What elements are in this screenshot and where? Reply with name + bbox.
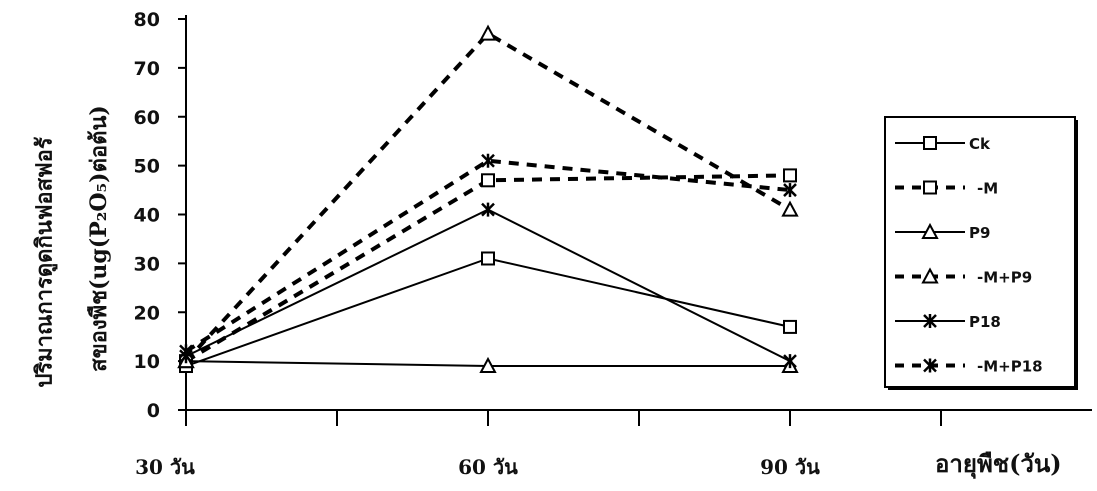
x-tick-label: 60 วัน	[458, 455, 518, 479]
legend-marker-M+P18	[923, 358, 937, 373]
y-axis-label-line-2: สของพืช(ug(P₂O₅)ต่อต้น)	[85, 104, 112, 372]
legend-marker-Ck	[923, 136, 937, 150]
data-point-M+P18	[179, 344, 193, 359]
legend: Ck -M P9 -M+P9 P18 -M+P18	[884, 116, 1078, 390]
data-point-M+P9	[479, 24, 497, 41]
data-point-P18	[783, 354, 797, 369]
y-tick-label: 50	[134, 156, 160, 178]
data-point-Ck	[783, 319, 797, 334]
data-point-P9	[479, 356, 497, 374]
x-tick-label: 90 วัน	[760, 455, 820, 479]
legend-label-M: -M	[977, 180, 998, 198]
legend-box	[884, 116, 1076, 388]
data-point-M	[481, 173, 495, 188]
series-lines	[184, 31, 792, 368]
legend-label-P18: P18	[969, 313, 1001, 331]
y-tick-label: 60	[134, 107, 160, 129]
data-point-M+P18	[481, 153, 495, 168]
legend-label-Ck: Ck	[969, 135, 991, 153]
series-line-P18	[185, 208, 791, 363]
series-line-M	[184, 173, 791, 363]
x-axis-label: อายุพืช(วัน)	[935, 449, 1062, 478]
y-tick-label: 30	[134, 253, 160, 275]
data-point-P18	[481, 202, 495, 217]
data-point-M	[783, 168, 797, 183]
data-point-M+P9	[781, 200, 799, 217]
legend-marker-M+P9	[921, 267, 939, 284]
legend-label-P9: P9	[969, 224, 990, 242]
y-tick-label: 20	[134, 302, 160, 324]
y-tick-label: 70	[134, 58, 160, 80]
series-line-M+P18	[184, 158, 791, 354]
y-tick-label: 0	[147, 400, 160, 422]
legend-marker-M	[923, 180, 937, 195]
series-markers	[177, 24, 799, 374]
y-tick-label: 10	[134, 351, 160, 373]
data-point-Ck	[481, 251, 495, 266]
x-tick-label: 30 วัน	[135, 455, 195, 479]
y-tick-label: 40	[134, 205, 160, 227]
y-tick-label: 80	[134, 9, 160, 31]
legend-marker-P9	[921, 222, 939, 239]
legend-label-M+P18: -M+P18	[977, 358, 1043, 376]
y-axis-label-line-1: ปริมาณการดูดกินฟอสฟอรั	[31, 136, 58, 388]
legend-marker-P18	[923, 314, 937, 328]
series-line-M+P9	[184, 31, 792, 363]
legend-label-M+P9: -M+P9	[977, 269, 1032, 287]
data-point-M+P18	[783, 183, 797, 198]
axes: 0 10 20 30 40 50 60 70 80 30 วัน 60 วัน 90 วัน	[134, 9, 1092, 479]
